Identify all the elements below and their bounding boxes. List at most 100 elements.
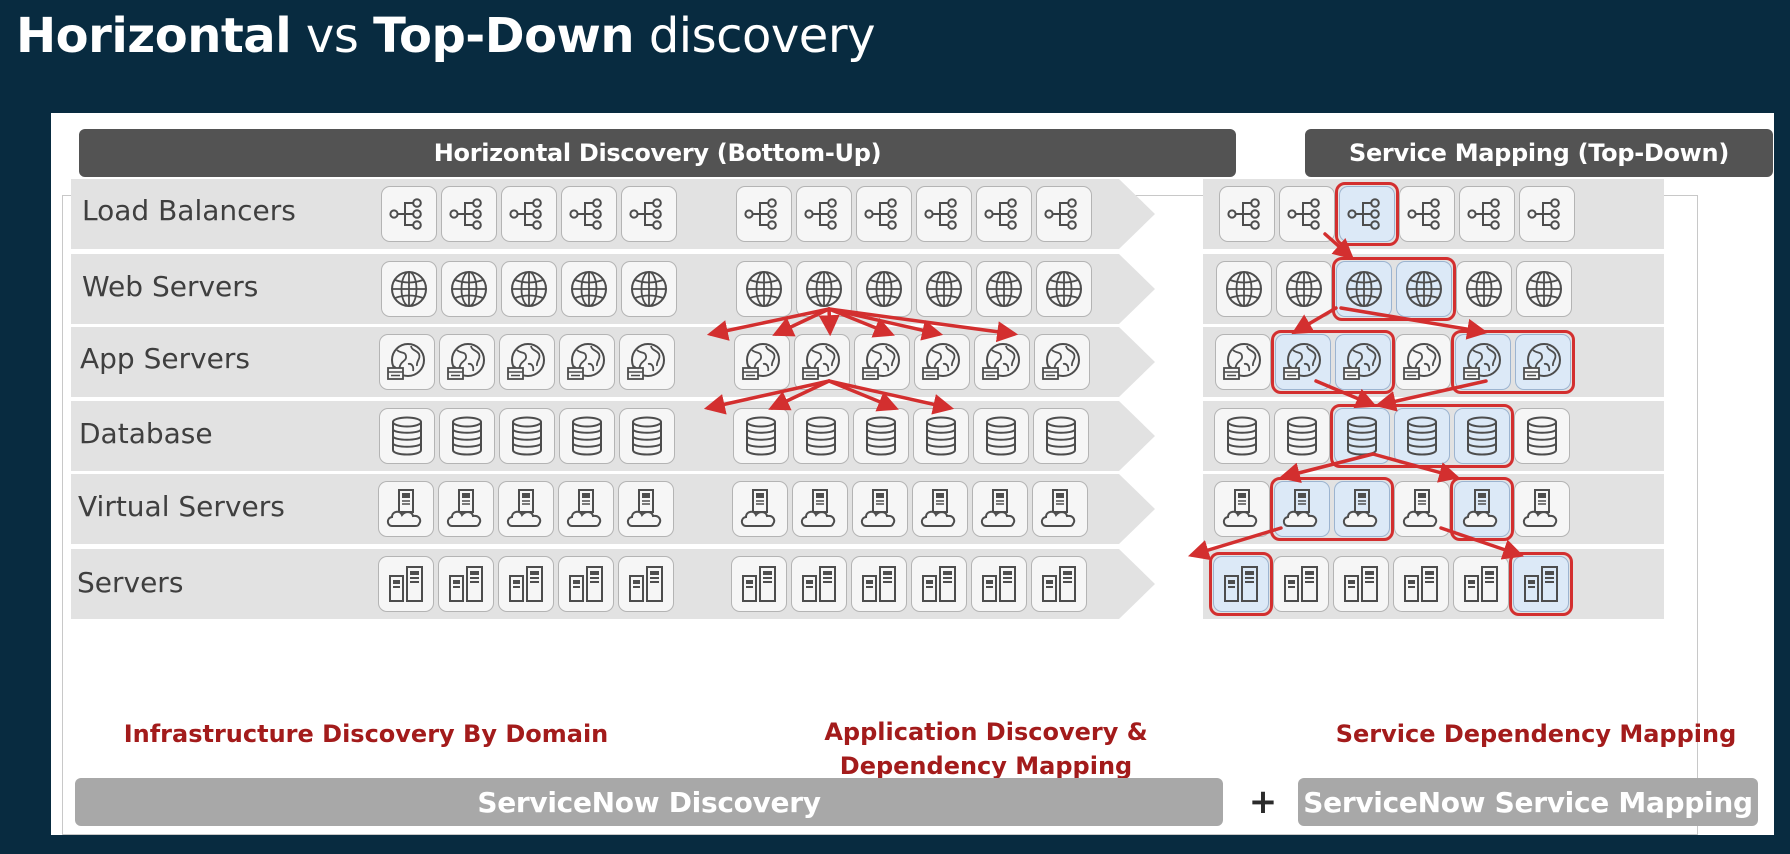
virtual-server-icon (626, 489, 662, 527)
service-ci-tile (1335, 334, 1391, 390)
app-ci-tile (916, 261, 972, 317)
infra-ci-tile (559, 334, 615, 390)
service-ci-tile (1214, 408, 1270, 464)
virtual-server-icon (1522, 489, 1558, 527)
web-server-icon (1466, 271, 1502, 307)
infra-ci-tile (438, 556, 494, 612)
server-icon (449, 566, 483, 602)
web-server-icon (391, 271, 427, 307)
server-icon (862, 566, 896, 602)
web-server-icon (451, 271, 487, 307)
service-ci-tile (1339, 186, 1395, 242)
server-icon (1524, 566, 1558, 602)
service-ci-tile (1219, 186, 1275, 242)
service-ci-tile (1279, 186, 1335, 242)
row-label: App Servers (80, 341, 251, 375)
app-ci-tile (976, 186, 1032, 242)
service-ci-tile (1214, 481, 1270, 537)
service-ci-tile (1519, 186, 1575, 242)
infra-ci-tile (618, 556, 674, 612)
app-ci-tile (972, 481, 1028, 537)
servicenow-service-mapping-bar: ServiceNow Service Mapping (1298, 778, 1758, 826)
load-balancer-icon (924, 198, 957, 230)
app-ci-tile (912, 481, 968, 537)
virtual-server-icon (1462, 489, 1498, 527)
server-icon (1464, 566, 1498, 602)
app-ci-tile (1036, 186, 1092, 242)
server-icon (1404, 566, 1438, 602)
server-icon (982, 566, 1016, 602)
load-balancer-icon (1287, 198, 1320, 230)
app-server-icon (922, 343, 960, 380)
server-icon (742, 566, 776, 602)
service-ci-tile (1334, 481, 1390, 537)
app-server-icon (1283, 343, 1321, 380)
service-ci-tile (1516, 261, 1572, 317)
app-server-icon (387, 343, 425, 380)
web-server-icon (1226, 271, 1262, 307)
load-balancer-icon (1527, 198, 1560, 230)
infra-ci-tile (439, 334, 495, 390)
service-ci-tile (1213, 556, 1269, 612)
infra-ci-tile (379, 408, 435, 464)
web-server-icon (806, 271, 842, 307)
app-ci-tile (916, 186, 972, 242)
web-server-icon (1526, 271, 1562, 307)
database-icon (866, 416, 896, 456)
app-server-icon (1463, 343, 1501, 380)
database-icon (1287, 416, 1317, 456)
infra-ci-tile (558, 556, 614, 612)
web-server-icon (746, 271, 782, 307)
app-server-icon (1223, 343, 1261, 380)
app-server-icon (982, 343, 1020, 380)
web-server-icon (986, 271, 1022, 307)
row-label: Web Servers (82, 269, 259, 303)
infra-ci-tile (621, 186, 677, 242)
app-ci-tile (796, 186, 852, 242)
database-icon (1227, 416, 1257, 456)
service-ci-tile (1216, 261, 1272, 317)
app-ci-tile (853, 408, 909, 464)
app-server-icon (742, 343, 780, 380)
virtual-server-icon (980, 489, 1016, 527)
app-ci-tile (734, 334, 790, 390)
row-label: Virtual Servers (78, 489, 285, 523)
app-ci-tile (732, 481, 788, 537)
app-caption-line2: Dependency Mapping (839, 752, 1133, 780)
infra-ci-tile (381, 186, 437, 242)
app-ci-tile (793, 408, 849, 464)
database-icon (1527, 416, 1557, 456)
service-ci-tile (1336, 261, 1392, 317)
infra-ci-tile (501, 261, 557, 317)
app-server-icon (567, 343, 605, 380)
infra-ci-tile (559, 408, 615, 464)
infra-ci-tile (499, 408, 555, 464)
infra-ci-tile (379, 334, 435, 390)
service-ci-tile (1395, 334, 1451, 390)
app-server-icon (1042, 343, 1080, 380)
app-ci-tile (733, 408, 789, 464)
server-icon (1284, 566, 1318, 602)
service-ci-tile (1394, 481, 1450, 537)
app-ci-tile (1031, 556, 1087, 612)
service-ci-tile (1459, 186, 1515, 242)
database-icon (986, 416, 1016, 456)
infra-ci-tile (561, 261, 617, 317)
infra-discovery-caption: Infrastructure Discovery By Domain (123, 720, 609, 748)
service-ci-tile (1333, 556, 1389, 612)
load-balancer-icon (984, 198, 1017, 230)
virtual-server-icon (1342, 489, 1378, 527)
virtual-server-icon (386, 489, 422, 527)
infra-ci-tile (438, 481, 494, 537)
server-icon (629, 566, 663, 602)
app-ci-tile (1034, 334, 1090, 390)
app-ci-tile (736, 261, 792, 317)
load-balancer-icon (449, 198, 482, 230)
service-ci-tile (1274, 481, 1330, 537)
app-ci-tile (1032, 481, 1088, 537)
virtual-server-icon (506, 489, 542, 527)
server-icon (389, 566, 423, 602)
virtual-server-icon (1402, 489, 1438, 527)
app-ci-tile (1033, 408, 1089, 464)
plus-sign: + (1248, 782, 1278, 822)
